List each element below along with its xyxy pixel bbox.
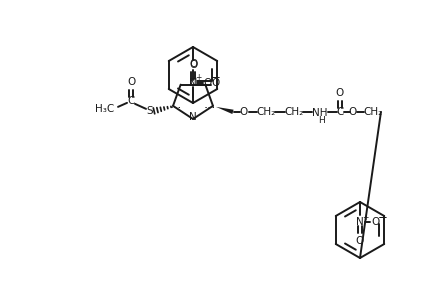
Text: O: O — [349, 107, 357, 117]
Text: S: S — [147, 106, 154, 116]
Text: C: C — [190, 78, 197, 88]
Text: H₃C: H₃C — [96, 104, 115, 114]
Text: +: + — [362, 213, 368, 221]
Text: N: N — [189, 112, 197, 122]
Text: H: H — [319, 116, 325, 125]
Text: O: O — [204, 78, 212, 88]
Text: O: O — [212, 78, 220, 88]
Text: O: O — [371, 217, 379, 227]
Text: O: O — [356, 236, 364, 246]
Text: C: C — [336, 107, 343, 117]
Text: +: + — [195, 73, 201, 82]
Polygon shape — [216, 107, 233, 114]
Text: ···: ··· — [204, 102, 216, 115]
Text: −: − — [211, 72, 221, 85]
Text: CH₂: CH₂ — [284, 107, 304, 117]
Text: NH: NH — [312, 108, 328, 118]
Text: O: O — [189, 59, 197, 69]
Text: O: O — [336, 88, 344, 98]
Text: −: − — [378, 210, 388, 223]
Text: N: N — [356, 217, 364, 227]
Text: C: C — [127, 96, 135, 106]
Text: O: O — [127, 77, 135, 87]
Text: O: O — [189, 60, 197, 70]
Text: CH₂: CH₂ — [256, 107, 276, 117]
Text: CH₂: CH₂ — [363, 107, 382, 117]
Text: O: O — [240, 107, 248, 117]
Text: N: N — [189, 78, 197, 88]
Text: ···: ··· — [170, 102, 182, 115]
